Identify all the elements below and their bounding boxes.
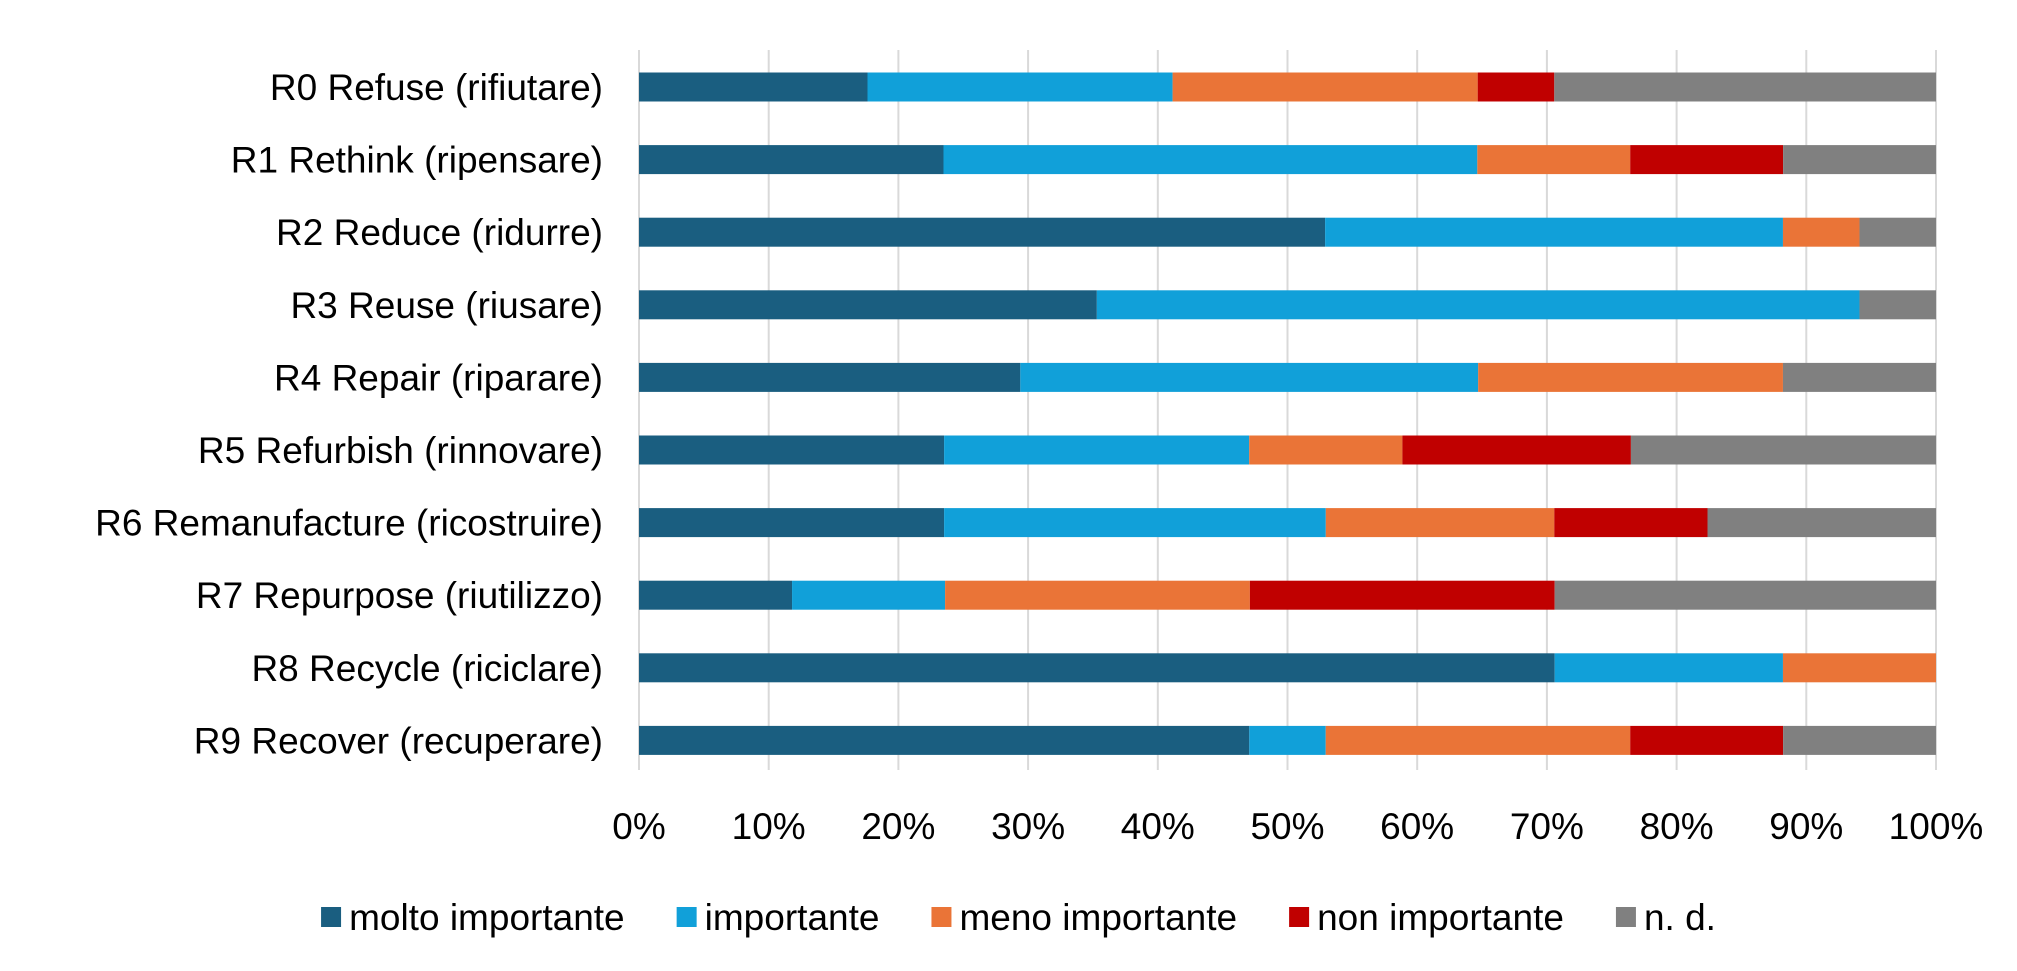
legend-label: importante bbox=[705, 897, 880, 938]
legend-label: n. d. bbox=[1644, 897, 1716, 938]
bar-segment bbox=[1172, 72, 1478, 102]
x-axis-ticks: 0% 10% 20% 30% 40% 50% 60% 70% 80% 90% 100% bbox=[612, 806, 1983, 847]
x-tick-label: 100% bbox=[1889, 806, 1984, 847]
bar-segment bbox=[945, 580, 1250, 610]
bar-segment bbox=[1782, 217, 1860, 247]
legend-swatch bbox=[676, 907, 697, 927]
bar-segment bbox=[1630, 725, 1784, 755]
x-tick-label: 0% bbox=[612, 806, 665, 847]
category-label: R6 Remanufacture (ricostruire) bbox=[95, 503, 603, 544]
bar-segment bbox=[639, 290, 1097, 320]
category-label: R3 Reuse (riusare) bbox=[290, 285, 603, 326]
x-tick-label: 30% bbox=[991, 806, 1065, 847]
bar-segment bbox=[1707, 508, 1936, 538]
bar-segment bbox=[1782, 362, 1936, 392]
bar-segment bbox=[1402, 435, 1631, 465]
legend-item: n. d. bbox=[1615, 897, 1716, 938]
x-tick-label: 20% bbox=[861, 806, 935, 847]
bar-segment bbox=[1554, 72, 1936, 102]
x-tick-label: 50% bbox=[1250, 806, 1324, 847]
legend-label: meno importante bbox=[959, 897, 1237, 938]
bar-segment bbox=[1554, 653, 1783, 683]
category-label: R7 Repurpose (riutilizzo) bbox=[196, 575, 603, 616]
x-tick-label: 40% bbox=[1121, 806, 1195, 847]
bar-segment bbox=[639, 217, 1326, 247]
bar-segment bbox=[1477, 145, 1631, 175]
legend-item: molto importante bbox=[321, 897, 625, 938]
bar-segment bbox=[792, 580, 946, 610]
bar-segment bbox=[639, 72, 868, 102]
bar-segment bbox=[1020, 362, 1479, 392]
category-labels: R0 Refuse (rifiutare) R1 Rethink (ripensa… bbox=[95, 67, 603, 761]
bar-segment bbox=[1249, 435, 1403, 465]
bar-segment bbox=[1554, 508, 1708, 538]
bar-segment bbox=[1630, 145, 1784, 175]
bar-segment bbox=[1630, 435, 1936, 465]
legend-item: meno importante bbox=[931, 897, 1237, 938]
x-tick-label: 90% bbox=[1769, 806, 1843, 847]
category-label: R4 Repair (riparare) bbox=[274, 357, 603, 398]
bar-segment bbox=[639, 145, 944, 175]
bar-segment bbox=[867, 72, 1173, 102]
bar-segment bbox=[1783, 725, 1936, 755]
legend: molto importante importante meno important… bbox=[321, 897, 1716, 938]
bar-segment bbox=[1554, 580, 1936, 610]
x-tick-label: 60% bbox=[1380, 806, 1454, 847]
bars bbox=[639, 72, 1936, 755]
bar-segment bbox=[1783, 145, 1936, 175]
legend-label: non importante bbox=[1317, 897, 1564, 938]
bar-segment bbox=[1859, 217, 1936, 247]
x-tick-label: 80% bbox=[1640, 806, 1714, 847]
category-label: R8 Recycle (riciclare) bbox=[251, 648, 603, 689]
legend-item: importante bbox=[676, 897, 880, 938]
bar-segment bbox=[1096, 290, 1860, 320]
legend-swatch bbox=[1289, 907, 1310, 927]
bar-segment bbox=[1325, 508, 1555, 538]
category-label: R9 Recover (recuperare) bbox=[194, 720, 603, 761]
category-label: R1 Rethink (ripensare) bbox=[231, 140, 603, 181]
category-label: R2 Reduce (ridurre) bbox=[276, 212, 603, 253]
legend-swatch bbox=[1615, 907, 1636, 927]
bar-segment bbox=[639, 362, 1021, 392]
bar-segment bbox=[1477, 72, 1555, 102]
category-label: R0 Refuse (rifiutare) bbox=[270, 67, 603, 108]
bar-segment bbox=[1325, 725, 1631, 755]
bar-segment bbox=[1249, 725, 1326, 755]
bar-segment bbox=[944, 508, 1326, 538]
x-tick-label: 70% bbox=[1510, 806, 1584, 847]
bar-segment bbox=[943, 145, 1478, 175]
category-label: R5 Refurbish (rinnovare) bbox=[198, 430, 603, 471]
bar-segment bbox=[1325, 217, 1783, 247]
legend-swatch bbox=[321, 907, 342, 927]
bar-segment bbox=[1782, 653, 1936, 683]
bar-segment bbox=[639, 580, 793, 610]
bar-segment bbox=[1859, 290, 1936, 320]
bar-segment bbox=[1249, 580, 1555, 610]
legend-item: non importante bbox=[1289, 897, 1564, 938]
bar-segment bbox=[639, 508, 945, 538]
legend-swatch bbox=[931, 907, 952, 927]
bar-segment bbox=[944, 435, 1250, 465]
x-tick-label: 10% bbox=[732, 806, 806, 847]
bar-segment bbox=[1478, 362, 1783, 392]
bar-segment bbox=[639, 435, 945, 465]
bar-segment bbox=[639, 653, 1555, 683]
legend-label: molto importante bbox=[349, 897, 625, 938]
bar-segment bbox=[639, 725, 1250, 755]
